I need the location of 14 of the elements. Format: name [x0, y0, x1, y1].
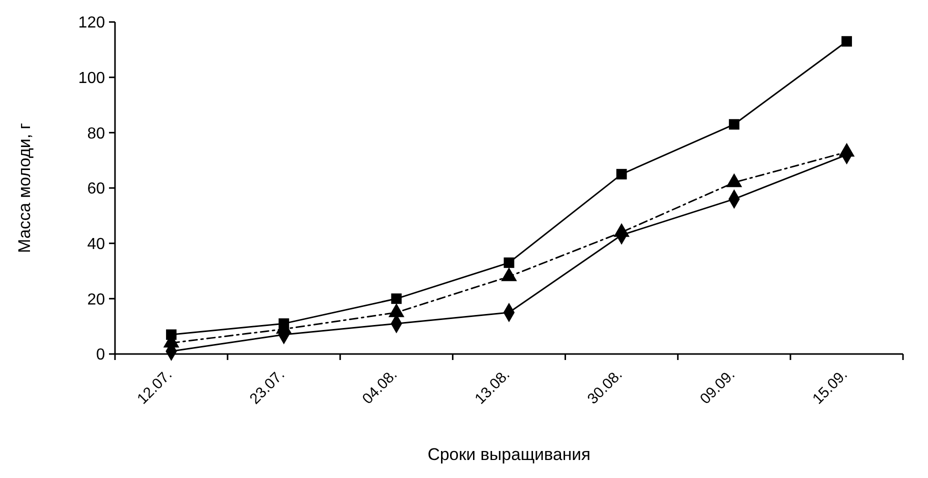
y-tick-label: 0: [96, 346, 106, 364]
y-tick-label: 80: [87, 125, 106, 142]
y-tick-label: 40: [87, 236, 106, 253]
y-tick-label: 20: [87, 291, 106, 308]
point: [504, 257, 514, 268]
y-tick-label: 100: [78, 70, 106, 87]
x-axis-title: Сроки выращивания: [428, 445, 590, 464]
y-axis-title: Масса молоди, г: [15, 122, 34, 254]
point: [728, 119, 740, 130]
y-tick-label: 60: [87, 180, 106, 198]
y-tick-label: 120: [78, 14, 106, 32]
point: [616, 168, 627, 180]
point: [841, 36, 852, 47]
point: [391, 293, 402, 304]
